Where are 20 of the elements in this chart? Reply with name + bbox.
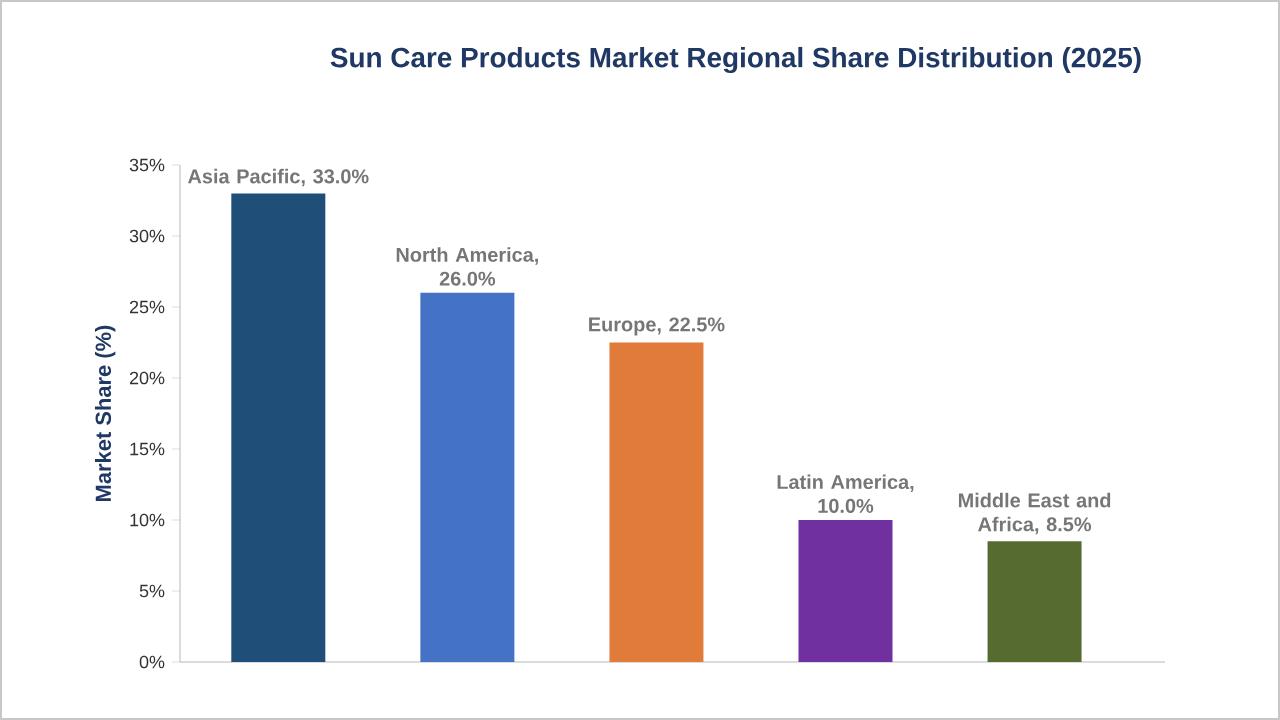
y-tick-label: 10% — [130, 513, 165, 527]
bar — [798, 520, 893, 662]
chart-title: Sun Care Products Market Regional Share Distribution (2025) — [330, 46, 1141, 74]
data-label: North America, 26.0% — [396, 247, 538, 286]
y-tick-label: 5% — [139, 584, 165, 598]
y-axis-title: Market Share (%) — [94, 325, 116, 501]
data-label: Asia Pacific, 33.0% — [187, 168, 369, 187]
y-tick-label: 30% — [129, 229, 165, 243]
data-label: Europe, 22.5% — [589, 317, 725, 336]
y-tick-label: 0% — [139, 655, 165, 669]
data-label: Middle East and Africa, 8.5% — [958, 492, 1111, 535]
y-tick-label: 15% — [130, 442, 165, 456]
bar — [609, 342, 704, 662]
y-tick-label: 35% — [129, 158, 165, 172]
bar — [987, 541, 1082, 662]
y-tick-label: 25% — [129, 300, 165, 314]
data-label: Latin America, 10.0% — [777, 474, 914, 513]
bar — [420, 292, 515, 662]
bar — [231, 193, 326, 662]
y-tick-label: 20% — [129, 371, 165, 385]
